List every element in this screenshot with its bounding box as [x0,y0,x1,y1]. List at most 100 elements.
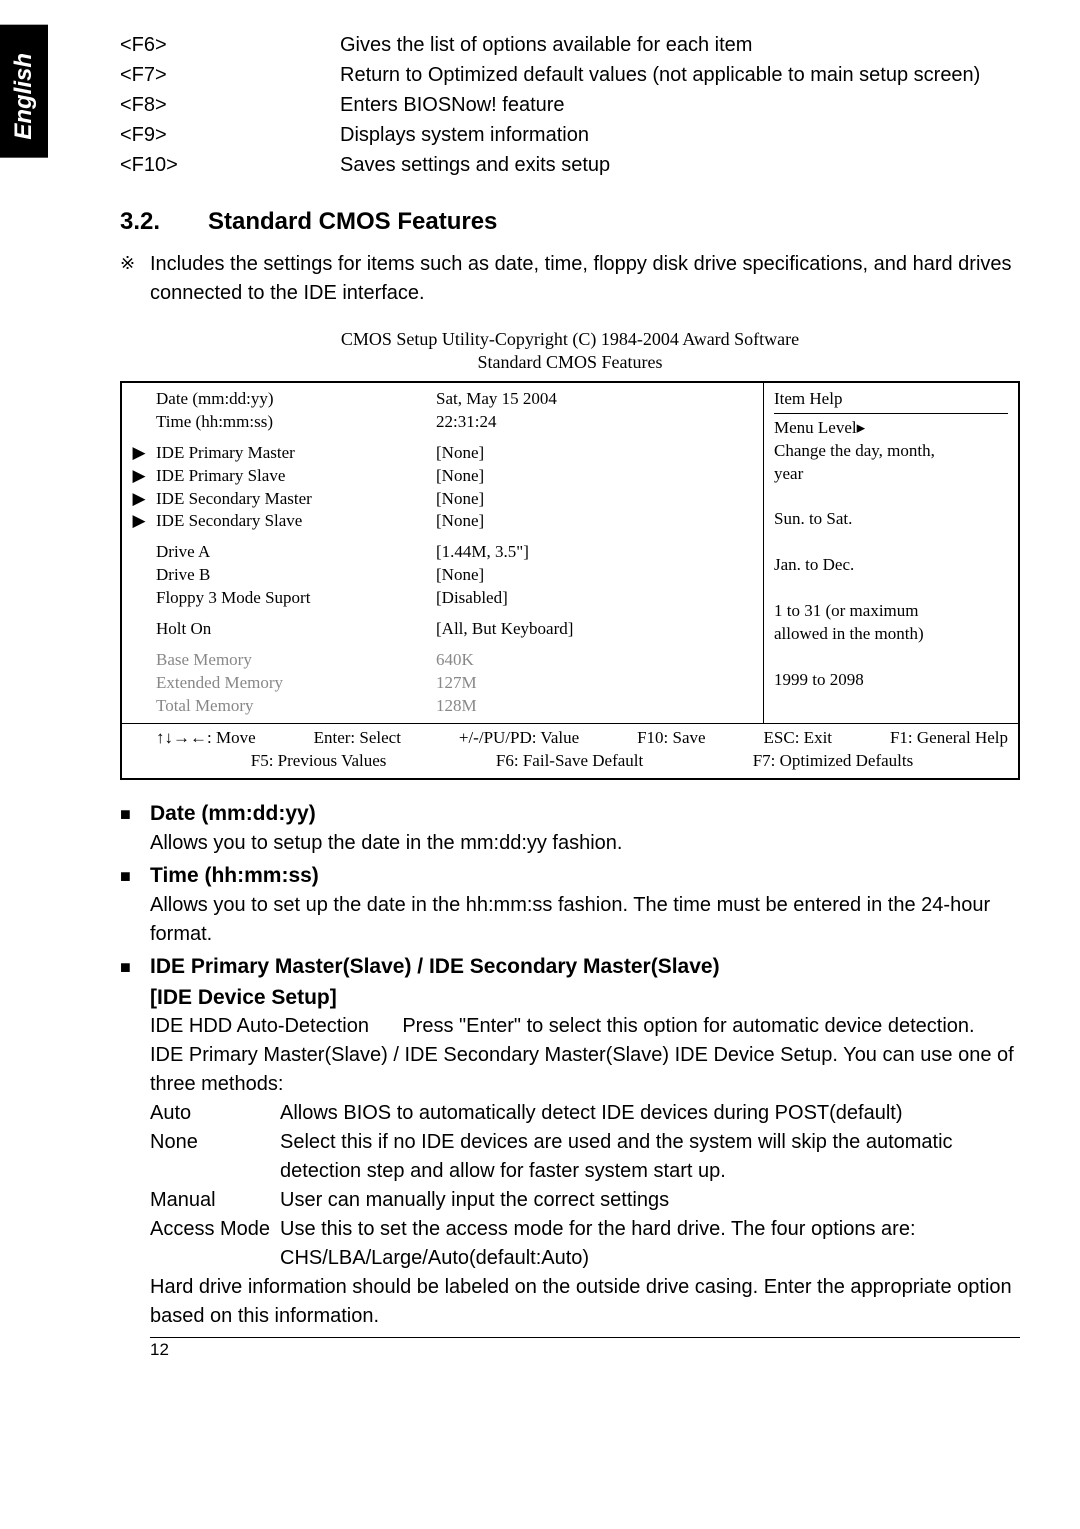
key-desc: Enters BIOSNow! feature [340,90,1020,120]
cmos-setting-label: Extended Memory [156,672,436,695]
method-label: Auto [150,1099,280,1128]
key-label: <F7> [120,60,340,90]
arrow-icon: ▶ [122,510,156,533]
item-body: IDE Primary Master(Slave) / IDE Secondar… [150,1041,1020,1099]
help-heading: Item Help [774,388,1008,414]
help-line [774,577,1008,600]
cmos-setting-value: Sat, May 15 2004 [436,388,753,411]
arrow-icon [122,564,156,587]
arrow-icon: ▶ [122,488,156,511]
section-intro: ※ Includes the settings for items such a… [120,250,1020,308]
help-line [774,486,1008,509]
cmos-setting-value: 640K [436,649,753,672]
item-heading: IDE Primary Master(Slave) / IDE Secondar… [150,955,720,980]
key-row: <F7> Return to Optimized default values … [120,60,1020,90]
cmos-setting-label: Holt On [156,618,436,641]
cmos-setting-value: [None] [436,442,753,465]
method-label: Access Mode [150,1215,280,1273]
square-bullet-icon: ■ [120,864,150,889]
key-desc: Saves settings and exits setup [340,150,1020,180]
cmos-setting-row: Holt On[All, But Keyboard] [122,618,753,641]
key-desc: Gives the list of options available for … [340,30,1020,60]
footer-hint: +/-/PU/PD: Value [459,727,579,750]
arrow-icon [122,672,156,695]
cmos-setting-row: Drive B[None] [122,564,753,587]
arrow-icon [122,541,156,564]
arrow-icon [122,388,156,411]
item-ide: ■ IDE Primary Master(Slave) / IDE Second… [120,955,1020,1331]
cmos-setting-row: Time (hh:mm:ss)22:31:24 [122,411,753,434]
cmos-setting-row: ▶IDE Primary Slave[None] [122,465,753,488]
cmos-setting-label: Date (mm:dd:yy) [156,388,436,411]
cmos-setting-label: IDE Primary Slave [156,465,436,488]
cmos-setting-label: IDE Primary Master [156,442,436,465]
key-label: <F8> [120,90,340,120]
item-body: Allows you to setup the date in the mm:d… [150,829,1020,858]
cmos-help-panel: Item Help Menu Level▸Change the day, mon… [763,383,1018,723]
help-line: 1 to 31 (or maximum [774,600,1008,623]
cmos-setting-value: 127M [436,672,753,695]
cmos-setting-row: Floppy 3 Mode Suport[Disabled] [122,587,753,610]
method-label: Manual [150,1186,280,1215]
cmos-setting-row: Base Memory640K [122,649,753,672]
cmos-setting-value: [None] [436,510,753,533]
cmos-setup-box: Date (mm:dd:yy)Sat, May 15 2004Time (hh:… [120,381,1020,780]
help-line: Menu Level▸ [774,417,1008,440]
key-desc: Displays system information [340,120,1020,150]
key-label: <F9> [120,120,340,150]
help-line [774,531,1008,554]
arrow-icon [122,587,156,610]
footer-hint: ESC: Exit [764,727,832,750]
cmos-setting-label: Time (hh:mm:ss) [156,411,436,434]
method-row: AutoAllows BIOS to automatically detect … [150,1099,1020,1128]
arrow-icon [122,618,156,641]
section-heading: 3.2. Standard CMOS Features [120,208,1020,236]
method-row: ManualUser can manually input the correc… [150,1186,1020,1215]
language-tab: English [0,25,48,158]
key-row: <F6> Gives the list of options available… [120,30,1020,60]
cmos-setting-value: [Disabled] [436,587,753,610]
cmos-caption: CMOS Setup Utility-Copyright (C) 1984-20… [120,328,1020,375]
help-line: allowed in the month) [774,623,1008,646]
item-heading: Time (hh:mm:ss) [150,864,319,889]
footer-hint: F5: Previous Values [251,750,387,773]
item-subheading: [IDE Device Setup] [150,986,337,1010]
cmos-setting-label: Total Memory [156,695,436,718]
key-label: <F10> [120,150,340,180]
footer-hint: F1: General Help [890,727,1008,750]
method-label: None [150,1128,280,1186]
section-number: 3.2. [120,208,208,236]
method-desc: Use this to set the access mode for the … [280,1215,1020,1273]
cmos-setting-label: IDE Secondary Master [156,488,436,511]
footer-hint: F6: Fail-Save Default [496,750,643,773]
cmos-setting-value: [All, But Keyboard] [436,618,753,641]
cmos-setting-value: [None] [436,564,753,587]
method-row: NoneSelect this if no IDE devices are us… [150,1128,1020,1186]
cmos-setting-row: Date (mm:dd:yy)Sat, May 15 2004 [122,388,753,411]
key-label: <F6> [120,30,340,60]
cmos-setting-value: [1.44M, 3.5"] [436,541,753,564]
item-body: Hard drive information should be labeled… [150,1273,1020,1331]
square-bullet-icon: ■ [120,955,150,980]
item-body: IDE HDD Auto-Detection Press "Enter" to … [150,1012,1020,1041]
cmos-setting-value: 22:31:24 [436,411,753,434]
help-line: Sun. to Sat. [774,508,1008,531]
cmos-setting-label: Drive A [156,541,436,564]
item-time: ■ Time (hh:mm:ss) Allows you to set up t… [120,864,1020,949]
item-heading: Date (mm:dd:yy) [150,802,316,827]
section-title: Standard CMOS Features [208,208,497,236]
help-line [774,646,1008,669]
arrow-icon: ▶ [122,442,156,465]
cmos-setting-row: ▶IDE Secondary Slave[None] [122,510,753,533]
footer-hint: F10: Save [637,727,705,750]
cmos-setting-label: IDE Secondary Slave [156,510,436,533]
help-line: Jan. to Dec. [774,554,1008,577]
cmos-setting-row: ▶IDE Secondary Master[None] [122,488,753,511]
cmos-setting-value: [None] [436,465,753,488]
cmos-setting-row: ▶IDE Primary Master[None] [122,442,753,465]
cmos-setting-label: Base Memory [156,649,436,672]
cmos-setting-row: Extended Memory127M [122,672,753,695]
cmos-setting-value: [None] [436,488,753,511]
arrow-icon [122,649,156,672]
cmos-footer: ↑↓→←: MoveEnter: Select+/-/PU/PD: ValueF… [122,723,1018,778]
